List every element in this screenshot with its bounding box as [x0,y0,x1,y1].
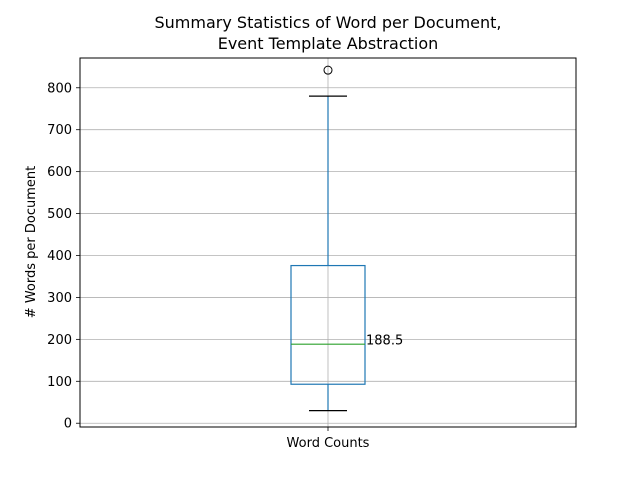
chart-title-line-2: Event Template Abstraction [218,34,439,53]
outlier-point-0 [323,65,333,75]
x-axis-ticks: Word Counts [287,427,370,451]
median-annotation-label: 188.5 [366,334,403,349]
y-axis-ticks: 0 100 200 300 400 500 600 700 800 [47,81,80,432]
box-plot-body [290,65,366,412]
chart-title-line-1: Summary Statistics of Word per Document, [155,13,502,32]
x-tick-label-0: Word Counts [287,436,370,451]
y-tick-label-600: 600 [47,165,72,180]
y-tick-label-500: 500 [47,207,72,222]
interquartile-box [290,264,366,385]
y-tick-label-0: 0 [64,417,72,432]
y-tick-label-200: 200 [47,333,72,348]
y-axis-label: # Words per Document [24,166,39,318]
y-tick-label-100: 100 [47,375,72,390]
y-tick-label-800: 800 [47,81,72,96]
y-tick-label-700: 700 [47,123,72,138]
y-tick-label-400: 400 [47,249,72,264]
y-tick-label-300: 300 [47,291,72,306]
